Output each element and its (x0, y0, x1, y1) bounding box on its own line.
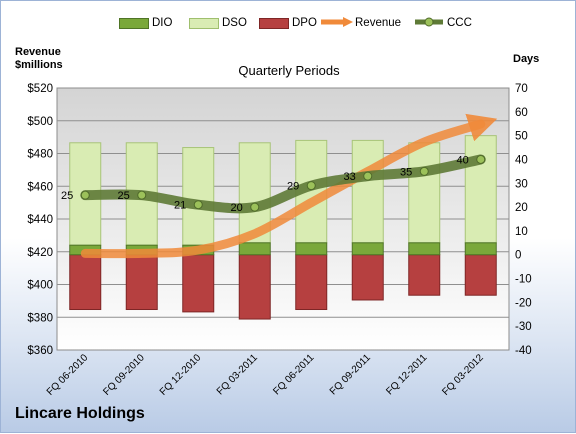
legend-dio-swatch (119, 18, 149, 29)
left-tick-label: $420 (27, 247, 53, 259)
ccc-data-label: 40 (457, 154, 469, 166)
legend-revenue-label: Revenue (355, 17, 402, 29)
dpo-bar (182, 254, 215, 313)
chart-title: Quarterly Periods (238, 63, 340, 78)
left-tick-label: $400 (27, 280, 53, 292)
category-label: FQ 03-2011 (215, 352, 260, 397)
legend-dso-label: DSO (222, 17, 247, 29)
category-label: FQ 12-2010 (158, 352, 204, 398)
ccc-point (419, 166, 429, 176)
right-axis-title: Days (513, 53, 540, 65)
ccc-data-label: 35 (400, 166, 412, 178)
ccc-data-label: 20 (231, 202, 243, 214)
left-tick-label: $360 (27, 345, 53, 357)
ccc-point (363, 171, 373, 181)
ccc-data-label: 21 (174, 200, 186, 212)
dso-bar (351, 139, 384, 244)
legend-ccc-label: CCC (447, 17, 472, 29)
right-tick-label: 50 (515, 131, 528, 143)
category-label: FQ 03-2012 (440, 352, 486, 398)
legend-dso-swatch (189, 18, 219, 29)
right-tick-label: -20 (515, 297, 532, 309)
category-label: FQ 09-2010 (101, 352, 147, 398)
dio-bar (295, 242, 328, 256)
dio-bar (464, 242, 497, 256)
left-tick-label: $500 (27, 116, 53, 128)
legend: DIO DSO DPO Revenue CCC (1, 15, 576, 31)
right-tick-label: -40 (515, 345, 532, 357)
category-label: FQ 06-2010 (45, 352, 91, 398)
right-tick-label: 10 (515, 226, 528, 238)
dpo-bar (295, 254, 328, 311)
left-tick-label: $440 (27, 214, 53, 226)
dpo-bar (464, 254, 497, 296)
right-tick-label: -30 (515, 321, 532, 333)
ccc-point (193, 200, 203, 210)
right-tick-label: 70 (515, 83, 528, 95)
dso-bar (464, 135, 497, 244)
ccc-line-icon (415, 17, 443, 27)
legend-dpo-label: DPO (292, 17, 317, 29)
dpo-bar (351, 254, 384, 301)
dpo-bar (408, 254, 441, 296)
dso-bar (408, 142, 441, 244)
ccc-data-label: 25 (118, 190, 130, 202)
revenue-line (80, 113, 498, 259)
ccc-point (476, 154, 486, 164)
ccc-point (137, 190, 147, 200)
left-axis-title: Revenue $millions (15, 46, 63, 71)
ccc-data-label: 25 (61, 190, 73, 202)
ccc-point (306, 181, 316, 191)
legend-dio-label: DIO (152, 17, 173, 29)
ccc-data-label: 33 (344, 171, 356, 183)
dpo-bar (69, 254, 102, 311)
revenue-arrow-icon (321, 17, 353, 27)
dso-bar (182, 147, 215, 246)
company-name: Lincare Holdings (15, 405, 145, 422)
right-tick-label: 60 (515, 107, 528, 119)
left-tick-label: $380 (27, 312, 53, 324)
dpo-bar (238, 254, 271, 320)
category-label: FQ 09-2011 (328, 352, 373, 397)
right-tick-label: -10 (515, 274, 532, 286)
right-tick-label: 20 (515, 202, 528, 214)
right-tick-label: 0 (515, 250, 521, 262)
legend-dpo-swatch (259, 18, 289, 29)
ccc-data-label: 29 (287, 181, 299, 193)
dio-bar (351, 242, 384, 256)
ccc-point (250, 202, 260, 212)
ccc-line (80, 154, 486, 214)
category-label: FQ 06-2011 (271, 352, 316, 397)
left-tick-label: $480 (27, 149, 53, 161)
dio-bar (408, 242, 441, 256)
left-tick-label: $520 (27, 83, 53, 95)
left-tick-label: $460 (27, 181, 53, 193)
right-tick-label: 40 (515, 154, 528, 166)
dio-bar (238, 242, 271, 256)
category-label: FQ 12-2011 (384, 352, 429, 397)
ccc-point (80, 190, 90, 200)
dpo-bar (125, 254, 158, 311)
right-tick-label: 30 (515, 178, 528, 190)
